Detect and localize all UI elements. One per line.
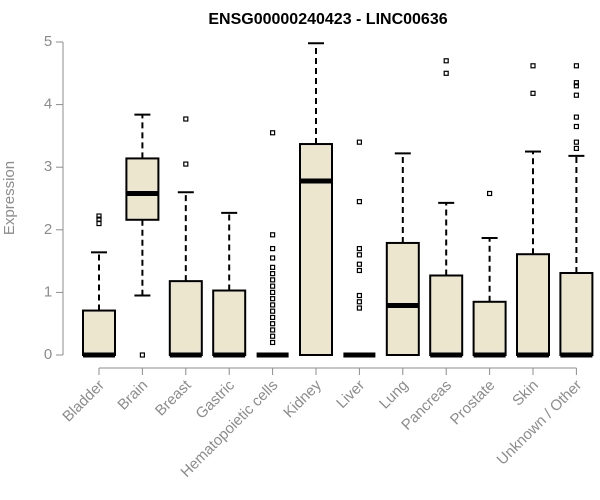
outlier-point [356, 245, 362, 252]
x-tick-label: Prostate [447, 377, 499, 429]
box-body [299, 143, 333, 356]
y-tick-label: 5 [44, 33, 52, 50]
box-lung [385, 152, 420, 356]
outlier-point [183, 116, 189, 122]
outlier-point [356, 305, 362, 311]
outlier-point [270, 264, 276, 270]
outlier-point [270, 339, 276, 346]
plot-area [82, 42, 594, 358]
outlier-point [270, 277, 276, 283]
outlier-point [270, 289, 276, 295]
outlier-point [270, 333, 276, 339]
box-skin [516, 63, 550, 358]
y-axis-label: Expression [1, 161, 18, 235]
box-body [82, 309, 116, 356]
outlier-point [356, 261, 362, 267]
box-brain [125, 113, 160, 358]
y-tick-label: 3 [44, 158, 52, 175]
x-tick-label: Bladder [59, 377, 108, 426]
outlier-point [270, 321, 276, 327]
box-body [429, 274, 464, 356]
box-kidney [299, 42, 333, 356]
outlier-point [573, 145, 580, 152]
outlier-point [270, 283, 276, 289]
y-tick-label: 4 [44, 96, 52, 113]
outlier-point [573, 92, 580, 98]
outlier-point [96, 216, 102, 222]
outlier-point [573, 83, 580, 89]
y-tick-label: 2 [44, 221, 52, 238]
outlier-point [573, 80, 580, 86]
y-tick-label: 0 [44, 346, 52, 363]
outlier-point [270, 255, 276, 261]
outlier-point [139, 352, 145, 358]
outlier-point [270, 271, 276, 277]
box-hematopoietic-cells [256, 130, 289, 358]
box-gastric [212, 211, 247, 358]
outlier-point [573, 139, 580, 145]
y-axis: 0 1 2 3 4 5 [44, 33, 64, 363]
outlier-point [443, 58, 449, 64]
outlier-point [487, 190, 493, 197]
box-body [385, 241, 420, 356]
outlier-point [270, 232, 276, 238]
box-pancreas [429, 58, 464, 358]
box-prostate [472, 190, 507, 358]
x-tick-label: Brain [114, 377, 151, 414]
outlier-point [96, 220, 102, 227]
outlier-point [356, 139, 362, 145]
x-tick-label: Breast [152, 376, 195, 419]
box-bladder [82, 213, 116, 358]
outlier-point [270, 302, 276, 308]
outlier-point [356, 267, 362, 274]
box-breast [168, 116, 203, 358]
outlier-point [356, 252, 362, 258]
y-tick-label: 1 [44, 283, 52, 300]
outlier-point [183, 161, 189, 167]
box-body [472, 300, 507, 357]
box-body [516, 253, 550, 357]
x-tick-label: Kidney [280, 376, 325, 421]
outlier-point [270, 314, 276, 321]
outlier-point [573, 123, 580, 130]
outlier-point [530, 63, 536, 69]
chart-title: ENSG00000240423 - LINC00636 [208, 11, 447, 28]
outlier-point [356, 292, 362, 299]
box-body [559, 271, 594, 356]
outlier-point [270, 245, 276, 252]
outlier-point [530, 90, 536, 96]
outlier-point [96, 213, 102, 219]
outlier-point [270, 327, 276, 333]
outlier-point [356, 299, 362, 305]
box-body [125, 157, 160, 221]
outlier-point [270, 308, 276, 314]
box-body [168, 280, 203, 356]
outlier-point [573, 63, 580, 69]
outlier-point [443, 70, 449, 76]
x-tick-label: Skin [509, 377, 542, 410]
outlier-point [270, 296, 276, 302]
outlier-point [356, 199, 362, 205]
outlier-point [573, 114, 580, 120]
x-tick-label: Lung [376, 377, 412, 413]
outlier-point [270, 130, 276, 136]
box-liver [343, 139, 376, 358]
box-unknown-other [559, 63, 594, 358]
box-body [212, 289, 247, 356]
x-tick-label: Liver [333, 377, 368, 412]
